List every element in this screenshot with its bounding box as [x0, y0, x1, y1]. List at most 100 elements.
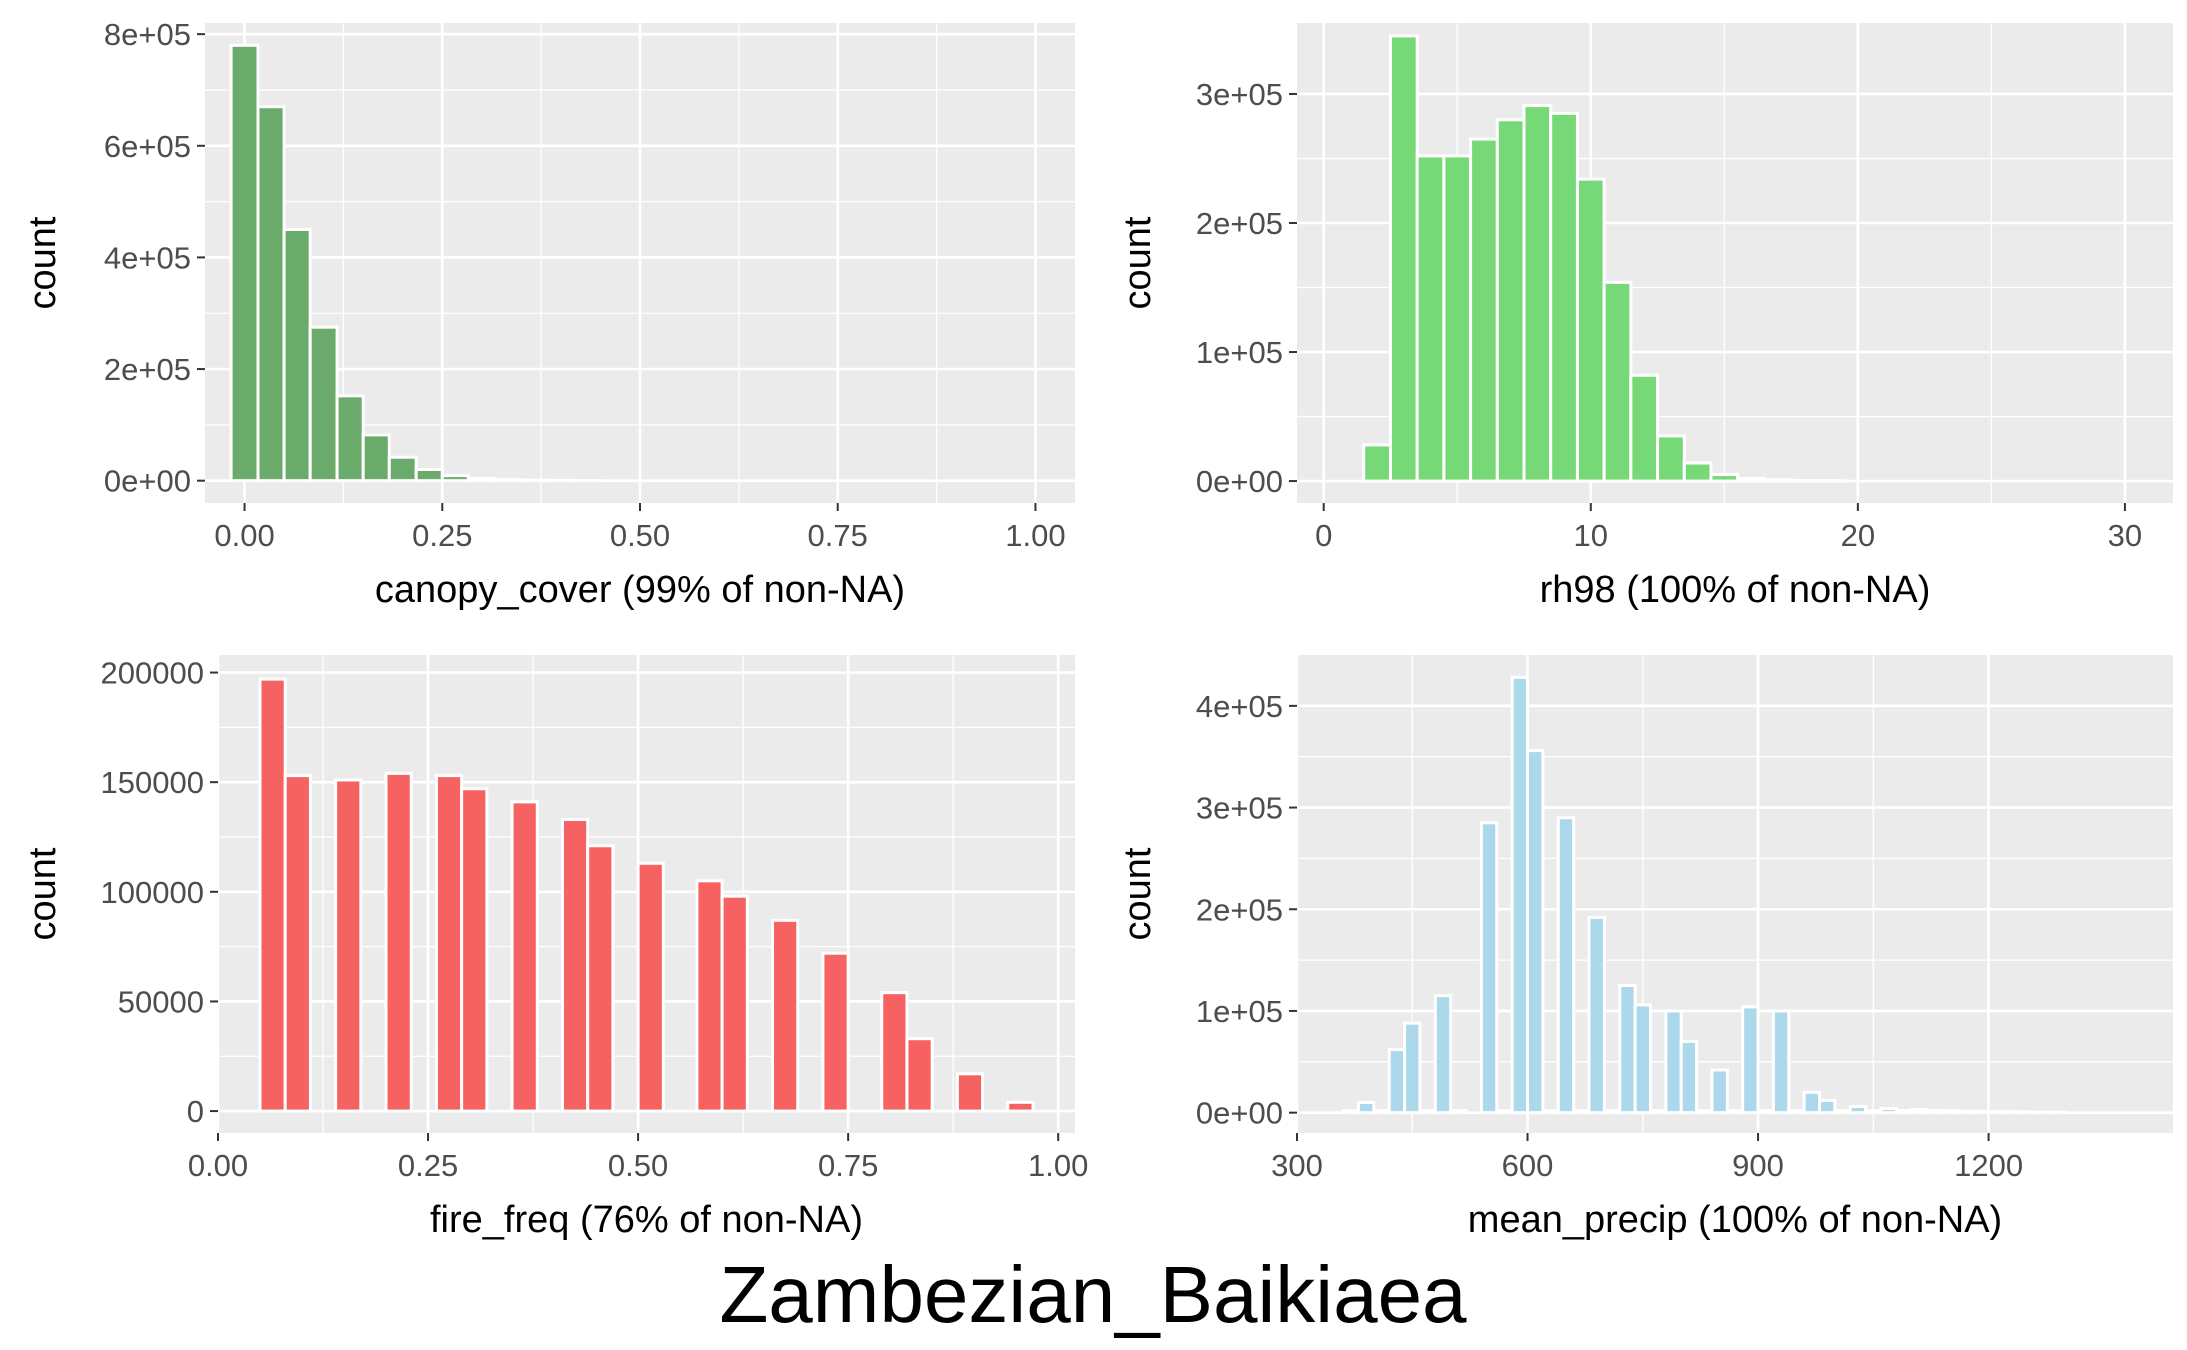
x-tick-label: 30 — [2108, 518, 2142, 553]
histogram-bar — [1679, 1039, 1699, 1115]
histogram-bar — [1549, 111, 1579, 483]
y-tick-label: 2e+05 — [104, 352, 191, 387]
histogram-bar — [1587, 915, 1606, 1115]
histogram-bar — [880, 991, 909, 1113]
histogram-bar — [1787, 1109, 1806, 1115]
histogram-bar — [1362, 443, 1392, 483]
x-tick-label: 0 — [1315, 518, 1332, 553]
histogram-bar — [1526, 749, 1545, 1115]
y-tick-label: 0e+00 — [1196, 1096, 1283, 1131]
histogram-bar — [1541, 1109, 1560, 1115]
histogram-bar — [1762, 478, 1793, 483]
histogram-bar — [1495, 1109, 1514, 1115]
x-tick-label: 20 — [1841, 518, 1875, 553]
histogram-bar — [1495, 118, 1526, 483]
panel-canopy-cover: 0.00 0.25 0.50 0.75 1.00 0e+00 2e+05 4e+05 6e+05… — [22, 17, 1075, 611]
histogram-bar — [1648, 1109, 1668, 1115]
panel-mean-precip: 300 600 900 1200 0e+00 1e+05 2e+05 3e+05 4e+05 me… — [1117, 655, 2173, 1241]
histogram-bar — [308, 325, 339, 483]
histogram-bar — [720, 894, 749, 1113]
histogram-bar — [361, 433, 391, 483]
histogram-bar — [1618, 984, 1637, 1115]
histogram-bar — [1736, 476, 1766, 483]
histogram-bar — [821, 951, 850, 1113]
y-axis-title: count — [1117, 216, 1159, 309]
x-tick-label: 0.50 — [608, 1148, 668, 1183]
x-tick-label: 1.00 — [1028, 1148, 1088, 1183]
histogram-bar — [1664, 1009, 1683, 1115]
histogram-bar — [1789, 478, 1820, 483]
histogram-bar — [1479, 821, 1499, 1115]
histogram-bar — [335, 394, 365, 483]
panel-rh98: 0 10 20 30 0e+00 1e+05 2e+05 3e+05 rh98 (100% of… — [1117, 23, 2173, 611]
histogram-bar — [1956, 1109, 1975, 1115]
histogram-bar — [493, 478, 523, 483]
histogram-bar — [1388, 34, 1419, 483]
histogram-bar — [1894, 1109, 1914, 1115]
x-tick-label: 0.00 — [214, 518, 274, 553]
histogram-bar — [1403, 1021, 1422, 1115]
x-tick-label: 0.75 — [808, 518, 868, 553]
histogram-bar — [1433, 994, 1453, 1115]
x-tick-label: 1.00 — [1005, 518, 1065, 553]
y-axis-title: count — [22, 216, 64, 309]
histogram-bar — [282, 228, 312, 483]
histogram-bar — [466, 476, 497, 483]
y-tick-label: 200000 — [101, 656, 204, 691]
histogram-bar — [1756, 1109, 1775, 1115]
x-axis-title: fire_freq (76% of non-NA) — [430, 1199, 863, 1241]
histogram-bar — [636, 861, 665, 1113]
histogram-bar — [1741, 1005, 1760, 1115]
histogram-bar — [695, 879, 724, 1113]
histogram-bar — [1356, 1100, 1376, 1115]
y-tick-label: 3e+05 — [1196, 77, 1283, 112]
histogram-bar — [1633, 1003, 1652, 1115]
histogram-bar — [334, 778, 363, 1113]
histogram-bar — [1848, 1105, 1868, 1115]
y-tick-label: 0e+00 — [104, 464, 191, 499]
y-axis-title: count — [1117, 847, 1159, 940]
histogram-bar — [1602, 1109, 1622, 1115]
y-tick-label: 0e+00 — [1196, 464, 1283, 499]
x-axis-title: canopy_cover (99% of non-NA) — [375, 569, 905, 611]
figure-title: Zambezian_Baikiaea — [719, 1250, 1467, 1339]
y-tick-label: 8e+05 — [104, 17, 191, 52]
histogram-bar — [560, 817, 590, 1113]
x-tick-label: 1200 — [1954, 1148, 2023, 1183]
histogram-bar — [440, 474, 470, 483]
histogram-bar — [510, 800, 539, 1113]
y-tick-label: 50000 — [118, 984, 204, 1019]
y-tick-label: 2e+05 — [1196, 892, 1283, 927]
y-tick-label: 1e+05 — [1196, 994, 1283, 1029]
histogram-bar — [256, 105, 286, 483]
histogram-bar — [384, 771, 413, 1113]
histogram-bar — [1418, 1109, 1437, 1115]
histogram-bar — [2002, 1110, 2021, 1115]
x-tick-label: 0.50 — [610, 518, 670, 553]
y-axis-title: count — [22, 847, 64, 940]
histogram-bar — [1442, 154, 1473, 483]
histogram-bar — [1449, 1109, 1468, 1115]
histogram-bar — [1522, 104, 1553, 483]
histogram-bar — [1987, 1110, 2006, 1115]
y-tick-label: 4e+05 — [104, 240, 191, 275]
histogram-bar — [1864, 1109, 1883, 1115]
histogram-bar — [1572, 1109, 1591, 1115]
y-tick-label: 6e+05 — [104, 129, 191, 164]
histogram-bar — [1879, 1107, 1898, 1115]
y-tick-label: 100000 — [101, 875, 204, 910]
x-tick-label: 900 — [1732, 1148, 1784, 1183]
histogram-bar — [1469, 137, 1499, 483]
x-tick-label: 0.25 — [412, 518, 472, 553]
histogram-bar — [1925, 1109, 1944, 1115]
histogram-bar — [519, 478, 549, 483]
histogram-bar — [1575, 177, 1606, 483]
histogram-bar — [1802, 1090, 1822, 1115]
histogram-bar — [586, 844, 615, 1113]
x-axis-title: mean_precip (100% of non-NA) — [1468, 1199, 2002, 1241]
histogram-bar — [955, 1072, 985, 1113]
histogram-bar — [1602, 280, 1633, 483]
histogram-bar — [771, 918, 800, 1113]
histogram-bar — [1833, 1109, 1852, 1115]
